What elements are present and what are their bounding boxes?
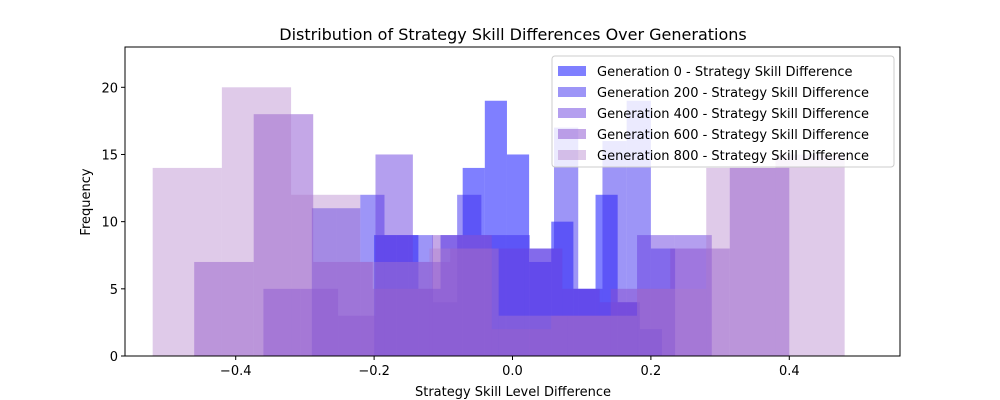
histogram-bar-s3-b9: [729, 167, 790, 356]
x-tick-label: −0.4: [220, 364, 252, 379]
legend-entry: Generation 800 - Strategy Skill Differen…: [597, 149, 869, 164]
y-axis: 0 5 10 15 20: [101, 81, 125, 365]
x-axis: −0.4 −0.2 0.0 0.2 0.4: [220, 356, 800, 379]
histogram-bar-s4-b9: [775, 154, 845, 356]
histogram-bar-s4-b3: [360, 261, 430, 356]
histogram-bar-s4-b4: [429, 248, 499, 356]
y-tick-label: 20: [101, 81, 118, 96]
histogram-bar-s4-b5: [498, 315, 568, 356]
legend-swatch: [558, 87, 586, 97]
x-tick-label: 0.4: [779, 364, 800, 379]
legend-entry: Generation 200 - Strategy Skill Differen…: [597, 86, 869, 101]
histogram-bar-s3-b4: [432, 235, 492, 356]
histogram-bar-s4-b2: [291, 194, 361, 356]
chart-title: Distribution of Strategy Skill Differenc…: [279, 25, 747, 44]
x-tick-label: 0.0: [502, 364, 523, 379]
histogram-bar-s3-b3: [372, 288, 433, 356]
histogram-bar-s3-b5: [491, 329, 552, 356]
legend-box: [551, 55, 895, 168]
x-tick-label: 0.2: [641, 364, 662, 379]
legend-swatch: [558, 129, 586, 139]
legend: Generation 0 - Strategy Skill Difference…: [551, 55, 895, 168]
histogram-bar-s4-b1: [221, 87, 292, 356]
x-axis-label: Strategy Skill Level Difference: [415, 385, 611, 400]
histogram-bar-s4-b0: [152, 167, 222, 356]
histogram-bar-s4-b8: [706, 167, 776, 356]
y-tick-label: 0: [110, 350, 118, 365]
y-tick-label: 10: [101, 216, 118, 231]
histogram-bar-s4-b7: [637, 288, 707, 356]
legend-entry: Generation 600 - Strategy Skill Differen…: [597, 128, 869, 143]
legend-entry: Generation 400 - Strategy Skill Differen…: [597, 107, 869, 122]
y-axis-label: Frequency: [79, 168, 94, 235]
histogram-bar-s3-b1: [253, 114, 314, 356]
legend-swatch: [558, 66, 586, 76]
histogram-bar-s3-b0: [194, 261, 254, 356]
x-tick-label: −0.2: [358, 364, 390, 379]
histogram-bar-s4-b6: [567, 315, 638, 356]
histogram-bar-s3-b7: [610, 288, 671, 356]
histogram-bar-s3-b2: [313, 261, 373, 356]
legend-entry: Generation 0 - Strategy Skill Difference: [597, 65, 852, 80]
legend-swatch: [558, 150, 586, 160]
histogram-bar-s3-b6: [551, 315, 611, 356]
legend-swatch: [558, 108, 586, 118]
bars-group: [152, 87, 845, 356]
histogram-bar-s3-b8: [670, 248, 730, 356]
y-tick-label: 15: [101, 148, 118, 163]
y-tick-label: 5: [110, 283, 118, 298]
